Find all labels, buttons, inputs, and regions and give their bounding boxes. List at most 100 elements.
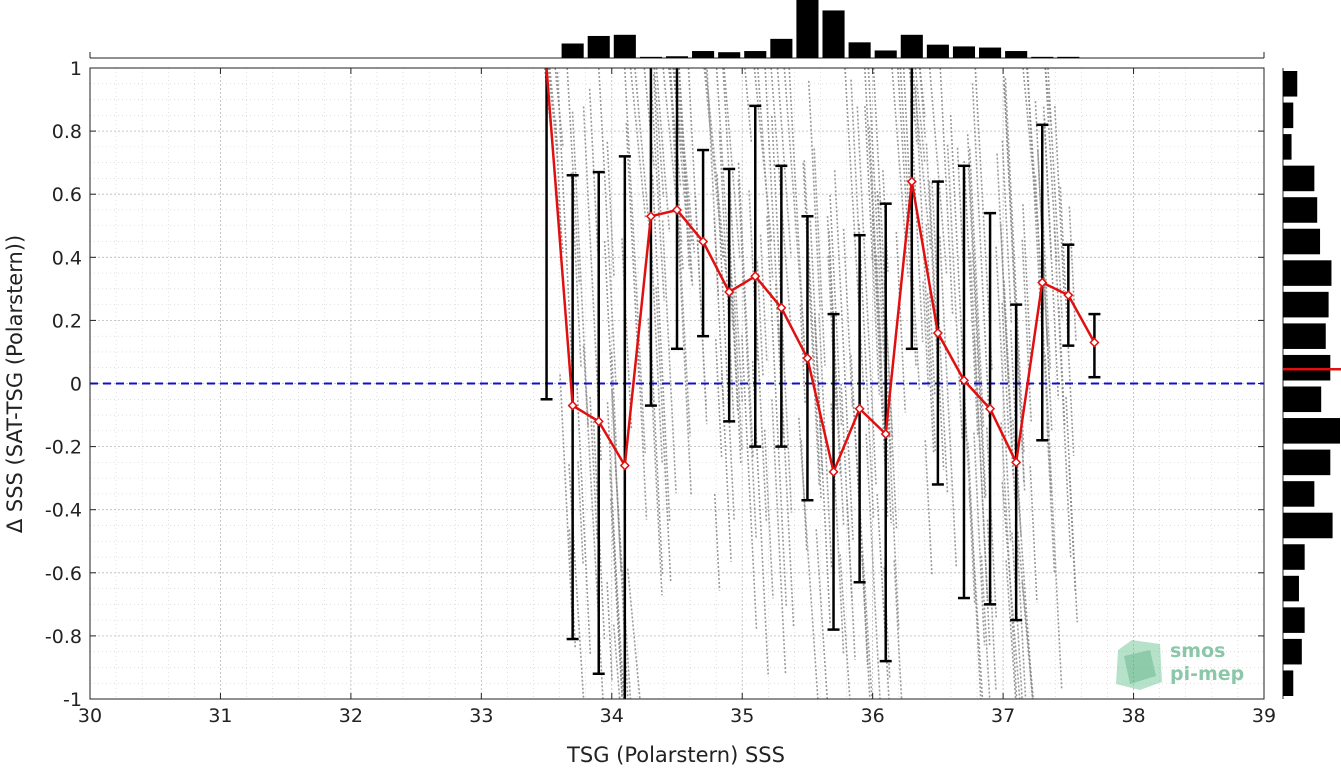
mean-marker bbox=[567, 400, 578, 411]
x-tick-label: 36 bbox=[861, 705, 885, 727]
scatter-streak bbox=[744, 67, 753, 144]
smos-pi-mep-logo: smos pi-mep bbox=[1116, 640, 1244, 690]
y-tick-label: 0.6 bbox=[52, 184, 82, 206]
x-histogram-bar bbox=[900, 34, 923, 58]
scatter-streak bbox=[865, 433, 881, 700]
scatter-streak bbox=[966, 134, 987, 499]
mean-marker bbox=[645, 211, 656, 222]
x-histogram-bar bbox=[874, 50, 897, 58]
y-histogram-bar bbox=[1283, 449, 1331, 476]
scatter-streak bbox=[703, 67, 724, 258]
y-tick-label: -0.4 bbox=[45, 500, 82, 522]
scatter-streak bbox=[846, 499, 856, 660]
scatter-streak bbox=[649, 332, 664, 576]
scatter-streak bbox=[606, 141, 615, 278]
y-histogram-bar bbox=[1283, 323, 1326, 349]
scatter-streak bbox=[612, 624, 621, 700]
scatter-streak bbox=[829, 194, 843, 427]
scatter-streak bbox=[716, 174, 735, 520]
scatter-streak bbox=[651, 175, 671, 522]
mean-line-path bbox=[545, 67, 1096, 476]
scatter-streak bbox=[871, 249, 881, 395]
scatter-streak bbox=[899, 67, 921, 391]
y-histogram-bar bbox=[1283, 512, 1333, 539]
logo-line-2: pi-mep bbox=[1170, 663, 1244, 685]
scatter-streak bbox=[1042, 106, 1052, 257]
binned-mean-series bbox=[545, 67, 1100, 477]
scatter-streak bbox=[606, 582, 613, 680]
y-histogram-bar bbox=[1283, 197, 1318, 223]
mean-marker bbox=[1037, 277, 1048, 288]
scatter-streak bbox=[844, 67, 865, 392]
y-axis-ticks: 1 0.8 0.6 0.4 0.2 0 -0.2 -0.4 -0.6 -0.8 -1 bbox=[45, 58, 1264, 711]
y-histogram-bar bbox=[1283, 354, 1331, 381]
scatter-streak bbox=[777, 324, 795, 629]
scatter-streak bbox=[588, 88, 599, 253]
scatter-streak bbox=[776, 67, 792, 257]
scatter-streak bbox=[766, 216, 788, 607]
scatter-streak bbox=[653, 67, 665, 198]
mean-marker bbox=[932, 327, 943, 339]
scatter-streak bbox=[1054, 106, 1065, 291]
scatter-streak bbox=[802, 163, 821, 486]
x-histogram-bar bbox=[796, 0, 819, 58]
scatter-streak bbox=[914, 86, 935, 454]
scatter-streak bbox=[759, 234, 768, 361]
scatter-streak bbox=[956, 147, 965, 270]
scatter-streak bbox=[850, 79, 862, 267]
scatter-streak bbox=[559, 374, 575, 640]
scatter-streak bbox=[1002, 75, 1025, 484]
scatter-streak bbox=[669, 67, 691, 437]
scatter-streak bbox=[827, 255, 837, 409]
scatter-streak bbox=[576, 384, 592, 656]
y-histogram bbox=[1282, 68, 1341, 699]
y-tick-label: 1 bbox=[70, 58, 82, 80]
x-histogram-bar bbox=[744, 51, 767, 58]
scatter-streak bbox=[1044, 67, 1052, 125]
scatter-streak bbox=[730, 276, 739, 411]
scatter-streak bbox=[858, 223, 875, 520]
scatter-streak bbox=[756, 67, 774, 281]
x-histogram-bar bbox=[952, 46, 976, 58]
x-histogram-bar bbox=[848, 42, 871, 58]
scatter-streak bbox=[1022, 204, 1032, 359]
scatter-streak bbox=[763, 429, 774, 599]
scatter-streak bbox=[636, 338, 648, 520]
x-tick-label: 39 bbox=[1252, 705, 1276, 727]
logo-line-1: smos bbox=[1170, 640, 1225, 662]
scatter-streak bbox=[882, 170, 889, 272]
y-histogram-bar bbox=[1283, 291, 1329, 318]
scatter-streak bbox=[582, 345, 604, 700]
scatter-streak bbox=[968, 488, 976, 605]
y-histogram-bar bbox=[1283, 386, 1322, 413]
y-tick-label: -1 bbox=[63, 689, 82, 711]
mean-marker bbox=[593, 416, 604, 427]
scatter-streak bbox=[771, 399, 787, 674]
scatter-streak bbox=[625, 123, 640, 379]
scatter-streak bbox=[643, 67, 656, 169]
scatter-streak bbox=[918, 67, 927, 138]
scatter-streak bbox=[872, 67, 894, 439]
scatter-streak bbox=[582, 106, 602, 461]
scatter-streak bbox=[875, 255, 883, 355]
scatter-streak bbox=[876, 190, 887, 362]
scatter-streak bbox=[713, 218, 725, 408]
scatter-streak bbox=[856, 106, 877, 485]
scatter-streak bbox=[592, 417, 606, 640]
scatter-streak bbox=[626, 568, 641, 700]
scatter-streak bbox=[946, 144, 964, 439]
x-histogram-bar bbox=[979, 47, 1002, 58]
mean-marker bbox=[880, 428, 891, 440]
scatter-streak bbox=[655, 287, 672, 583]
scatter-streak bbox=[922, 281, 930, 387]
scatter-streak bbox=[649, 67, 665, 301]
scatter-streak bbox=[694, 195, 708, 425]
x-tick-label: 35 bbox=[730, 705, 754, 727]
mean-marker bbox=[1063, 290, 1074, 301]
scatter-streak bbox=[1053, 227, 1072, 557]
x-tick-label: 31 bbox=[208, 705, 232, 727]
scatter-streak bbox=[828, 231, 845, 527]
scatter-streak bbox=[676, 204, 693, 495]
scatter-streak bbox=[737, 179, 758, 539]
scatter-streak bbox=[748, 190, 759, 363]
